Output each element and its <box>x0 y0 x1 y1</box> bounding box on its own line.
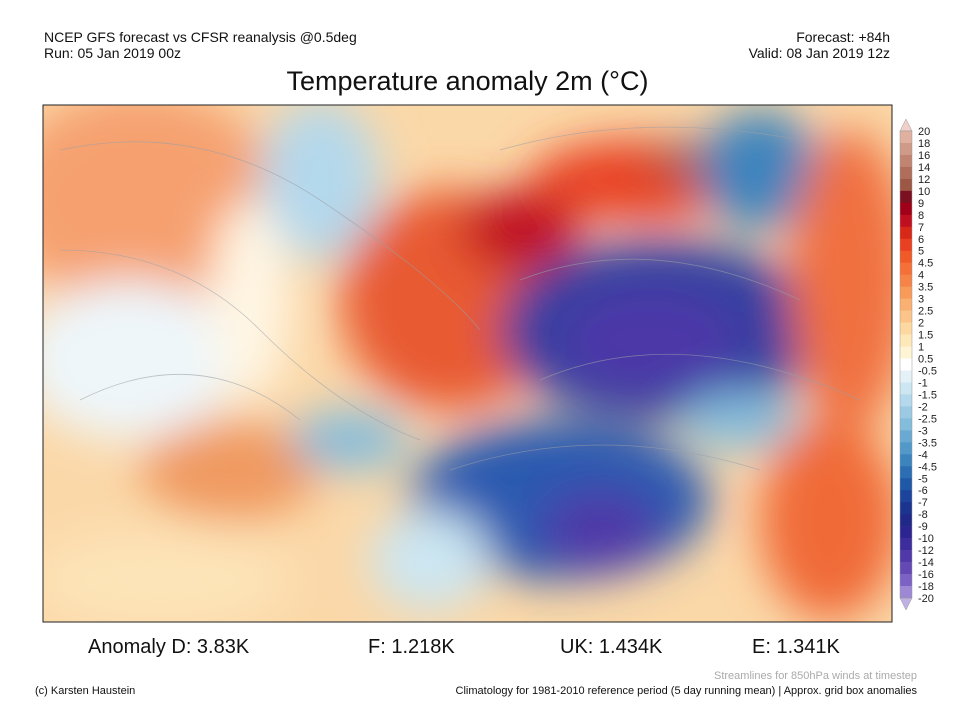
colorbar-swatch <box>900 250 912 264</box>
colorbar-swatch <box>900 406 912 419</box>
colorbar-label: -5 <box>918 473 928 485</box>
colorbar-label: -12 <box>918 545 934 557</box>
colorbar-swatch <box>900 550 912 563</box>
colorbar-swatch <box>900 370 912 383</box>
anomaly-field <box>43 105 892 622</box>
footer-climatology: Climatology for 1981-2010 reference peri… <box>455 685 917 697</box>
colorbar-label: -4 <box>918 449 928 461</box>
colorbar-swatch <box>900 502 912 515</box>
colorbar-label: 6 <box>918 234 924 246</box>
colorbar-label: 9 <box>918 198 924 210</box>
colorbar-label: -1.5 <box>918 389 937 401</box>
colorbar-label: 20 <box>918 126 930 138</box>
colorbar-label: -16 <box>918 569 934 581</box>
colorbar-label: -2 <box>918 401 928 413</box>
header-line: Valid: 08 Jan 2019 12z <box>748 45 890 61</box>
colorbar-triangle <box>899 118 913 132</box>
colorbar-swatch <box>900 466 912 479</box>
anomaly-stat: F: 1.218K <box>368 636 455 658</box>
colorbar-label: -1 <box>918 377 928 389</box>
colorbar-swatch <box>900 442 912 455</box>
colorbar-swatch <box>900 190 912 204</box>
colorbar-label: -0.5 <box>918 365 937 377</box>
colorbar-label: -4.5 <box>918 461 937 473</box>
colorbar-swatch <box>900 562 912 575</box>
map-frame <box>42 104 893 623</box>
colorbar-swatch <box>900 238 912 252</box>
colorbar-label: -9 <box>918 521 928 533</box>
colorbar-swatch <box>900 142 912 156</box>
colorbar-label: -18 <box>918 581 934 593</box>
colorbar-label: 5 <box>918 246 924 258</box>
colorbar-label: 0.5 <box>918 354 933 366</box>
anomaly-stat: E: 1.341K <box>752 636 840 658</box>
colorbar-label: 16 <box>918 150 930 162</box>
colorbar-label: 3 <box>918 294 924 306</box>
colorbar-swatch <box>900 394 912 407</box>
colorbar-label: -7 <box>918 497 928 509</box>
colorbar: 201816141210987654.543.532.521.510.5-0.5… <box>899 118 937 611</box>
colorbar-swatch <box>900 574 912 587</box>
colorbar-swatch <box>900 298 912 311</box>
header-line: Run: 05 Jan 2019 00z <box>44 45 181 61</box>
colorbar-label: -14 <box>918 557 934 569</box>
colorbar-swatch <box>900 490 912 503</box>
colorbar-label: -3.5 <box>918 437 937 449</box>
colorbar-swatch <box>900 514 912 527</box>
colorbar-swatch <box>900 418 912 431</box>
colorbar-label: 1 <box>918 342 924 354</box>
colorbar-label: -2.5 <box>918 413 937 425</box>
colorbar-swatch <box>900 346 912 359</box>
colorbar-swatch <box>900 178 912 192</box>
colorbar-label: -6 <box>918 485 928 497</box>
colorbar-label: 10 <box>918 186 930 198</box>
colorbar-swatch <box>900 538 912 551</box>
footer-credit: (c) Karsten Haustein <box>35 685 136 697</box>
footer-note: Streamlines for 850hPa winds at timestep <box>714 670 917 682</box>
colorbar-swatch <box>900 586 912 599</box>
title: Temperature anomaly 2m (°C) <box>286 66 649 96</box>
colorbar-label: 4.5 <box>918 258 933 270</box>
anomaly-stat: UK: 1.434K <box>560 636 663 658</box>
colorbar-swatch <box>900 430 912 443</box>
colorbar-swatch <box>900 226 912 240</box>
header-line: NCEP GFS forecast vs CFSR reanalysis @0.… <box>44 29 357 45</box>
colorbar-swatch <box>900 322 912 335</box>
colorbar-swatch <box>900 274 912 287</box>
colorbar-swatch <box>900 454 912 467</box>
colorbar-swatch <box>900 382 912 395</box>
colorbar-label: -10 <box>918 533 934 545</box>
colorbar-label: 2 <box>918 318 924 330</box>
colorbar-swatch <box>900 262 912 275</box>
colorbar-label: 3.5 <box>918 282 933 294</box>
colorbar-label: 12 <box>918 174 930 186</box>
colorbar-swatch <box>900 526 912 539</box>
colorbar-label: 2.5 <box>918 306 933 318</box>
colorbar-label: 14 <box>918 162 930 174</box>
colorbar-swatch <box>900 131 912 144</box>
colorbar-swatch <box>900 214 912 228</box>
colorbar-label: -20 <box>918 593 934 605</box>
colorbar-swatch <box>900 334 912 347</box>
colorbar-frame <box>899 130 913 599</box>
colorbar-label: 18 <box>918 138 930 150</box>
colorbar-swatch <box>900 166 912 180</box>
colorbar-label: 8 <box>918 210 924 222</box>
colorbar-triangle <box>899 597 913 611</box>
colorbar-swatch <box>900 478 912 491</box>
colorbar-label: -8 <box>918 509 928 521</box>
colorbar-swatch <box>900 202 912 216</box>
colorbar-swatch <box>900 358 912 371</box>
colorbar-swatch <box>900 310 912 323</box>
colorbar-label: -3 <box>918 425 928 437</box>
header-line: Forecast: +84h <box>796 29 890 45</box>
colorbar-swatch <box>900 286 912 299</box>
anomaly-stat: Anomaly D: 3.83K <box>88 636 250 658</box>
colorbar-swatch <box>900 154 912 168</box>
colorbar-label: 4 <box>918 270 924 282</box>
colorbar-label: 1.5 <box>918 330 933 342</box>
colorbar-label: 7 <box>918 222 924 234</box>
